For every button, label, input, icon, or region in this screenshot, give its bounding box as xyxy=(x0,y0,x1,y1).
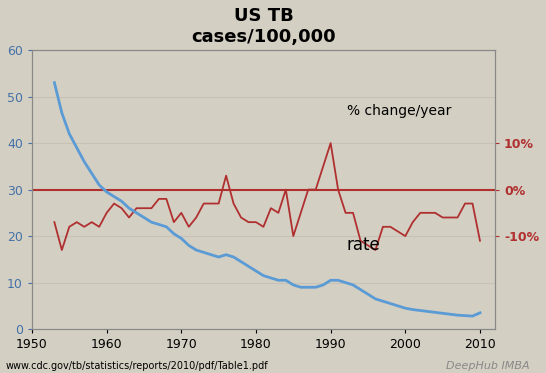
Text: rate: rate xyxy=(347,236,381,254)
Text: DeepHub IMBA: DeepHub IMBA xyxy=(446,361,530,371)
Text: % change/year: % change/year xyxy=(347,104,451,119)
Text: www.cdc.gov/tb/statistics/reports/2010/pdf/Table1.pdf: www.cdc.gov/tb/statistics/reports/2010/p… xyxy=(5,361,268,371)
Title: US TB
cases/100,000: US TB cases/100,000 xyxy=(191,7,336,46)
